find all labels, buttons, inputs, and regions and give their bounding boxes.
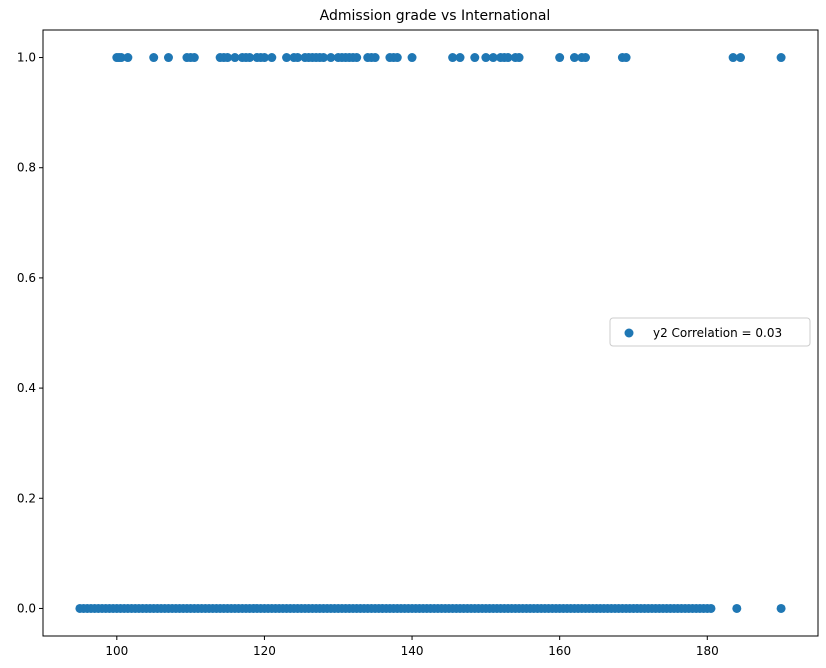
data-point bbox=[555, 53, 565, 63]
data-point bbox=[116, 53, 126, 63]
y-axis-ticks: 0.0 0.2 0.4 0.6 0.8 1.0 bbox=[17, 51, 43, 615]
data-point bbox=[149, 53, 159, 63]
data-point bbox=[293, 53, 303, 63]
y-tick-label: 1.0 bbox=[17, 51, 36, 65]
data-point bbox=[352, 53, 362, 63]
points-layer bbox=[75, 53, 786, 613]
data-point bbox=[621, 53, 631, 63]
data-point bbox=[407, 53, 417, 63]
x-axis-ticks: 100 120 140 160 180 bbox=[105, 636, 719, 658]
data-point bbox=[259, 53, 269, 63]
data-point bbox=[706, 603, 716, 613]
data-point bbox=[318, 53, 328, 63]
data-point bbox=[267, 53, 277, 63]
x-tick-label: 140 bbox=[401, 644, 424, 658]
data-point bbox=[223, 53, 233, 63]
y-tick-label: 0.8 bbox=[17, 161, 36, 175]
data-point bbox=[503, 53, 513, 63]
legend-marker bbox=[624, 328, 634, 338]
data-point bbox=[488, 53, 498, 63]
data-point bbox=[514, 53, 524, 63]
data-point bbox=[230, 53, 240, 63]
plot-area-frame bbox=[42, 29, 819, 637]
chart-title: Admission grade vs International bbox=[320, 8, 551, 24]
x-tick-label: 160 bbox=[548, 644, 571, 658]
data-point bbox=[736, 53, 745, 63]
data-point bbox=[581, 53, 590, 63]
x-tick-label: 100 bbox=[105, 644, 128, 658]
data-point bbox=[392, 53, 402, 63]
x-tick-label: 120 bbox=[253, 644, 276, 658]
data-point bbox=[245, 53, 255, 63]
data-point bbox=[569, 53, 579, 63]
y-tick-label: 0.0 bbox=[17, 601, 36, 615]
legend: y2 Correlation = 0.03 bbox=[609, 317, 811, 347]
data-point bbox=[455, 53, 465, 63]
y-tick-label: 0.2 bbox=[17, 491, 36, 505]
y-tick-label: 0.6 bbox=[17, 271, 36, 285]
data-point bbox=[326, 53, 336, 63]
data-point bbox=[728, 53, 738, 63]
data-point bbox=[370, 53, 380, 63]
data-point bbox=[123, 53, 133, 63]
legend-box bbox=[609, 317, 811, 347]
data-point bbox=[448, 53, 458, 63]
data-point bbox=[163, 53, 173, 63]
legend-label: y2 Correlation = 0.03 bbox=[653, 326, 782, 340]
data-point bbox=[481, 53, 491, 63]
data-point bbox=[776, 603, 786, 613]
data-point bbox=[776, 53, 786, 63]
data-point bbox=[282, 53, 292, 63]
data-point bbox=[470, 53, 480, 63]
data-point bbox=[732, 603, 742, 613]
x-tick-label: 180 bbox=[696, 644, 719, 658]
data-point bbox=[189, 53, 199, 63]
y-tick-label: 0.4 bbox=[17, 381, 36, 395]
